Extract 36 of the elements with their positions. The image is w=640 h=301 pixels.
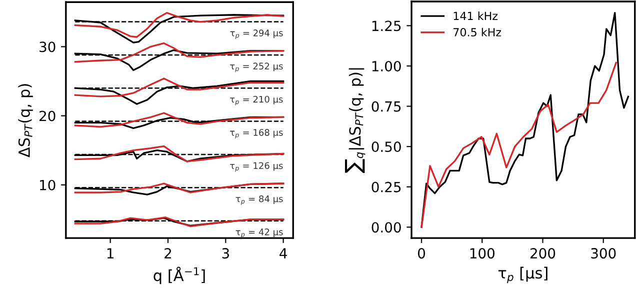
x-tick-label: 4 (280, 248, 287, 258)
y-tick-label: 30 (40, 42, 56, 52)
x-tick-label: 1 (107, 248, 114, 258)
annotation: τ$_{p}$ = 294 μs (230, 30, 283, 40)
annotation: τ$_{p}$ = 252 μs (230, 62, 283, 72)
x-tick-label: 100 (470, 248, 494, 259)
y-tick-label: 0.00 (372, 222, 401, 233)
x-tick-label: 2 (164, 248, 172, 258)
x-tick-label: 3 (222, 248, 229, 259)
x-tick-label: 200 (530, 248, 556, 259)
y-tick-label: 0.25 (372, 182, 401, 192)
y-tick-label: 10 (40, 180, 56, 190)
x-tick-label: 0 (418, 248, 426, 259)
line-series (74, 145, 284, 162)
annotation: τ$_{p}$ = 84 μs (236, 195, 283, 205)
y-tick-label: 20 (40, 110, 56, 122)
annotation: τ$_{p}$ = 126 μs (230, 162, 283, 172)
y-tick-label: 1.00 (372, 60, 401, 72)
x-axis-title: q [Å$^{−1}$] (154, 266, 205, 284)
legend-label: 70.5 kHz (454, 28, 502, 36)
x-tick-label: 300 (591, 248, 616, 259)
annotation: τ$_{p}$ = 210 μs (230, 96, 283, 106)
x-axis-title: τ$_{p}$ [μs] (498, 266, 548, 284)
line-series (74, 42, 284, 63)
y-axis-title: ΔS$_{PT}$(q, p) (18, 84, 33, 158)
y-axis-title: ∑$_{q}$|ΔS$_{PT}$(q, p)| (345, 68, 366, 174)
line-series (74, 78, 284, 98)
line-series (420, 62, 617, 228)
annotation: τ$_{p}$ = 42 μs (236, 228, 283, 238)
legend-label: 141 kHz (454, 12, 498, 20)
y-tick-label: 0.75 (372, 101, 401, 112)
line-series (74, 12, 284, 38)
annotation: τ$_{p}$ = 168 μs (230, 129, 283, 139)
y-tick-label: 0.50 (372, 142, 401, 152)
y-tick-label: 1.25 (372, 20, 401, 32)
line-series (74, 112, 284, 128)
